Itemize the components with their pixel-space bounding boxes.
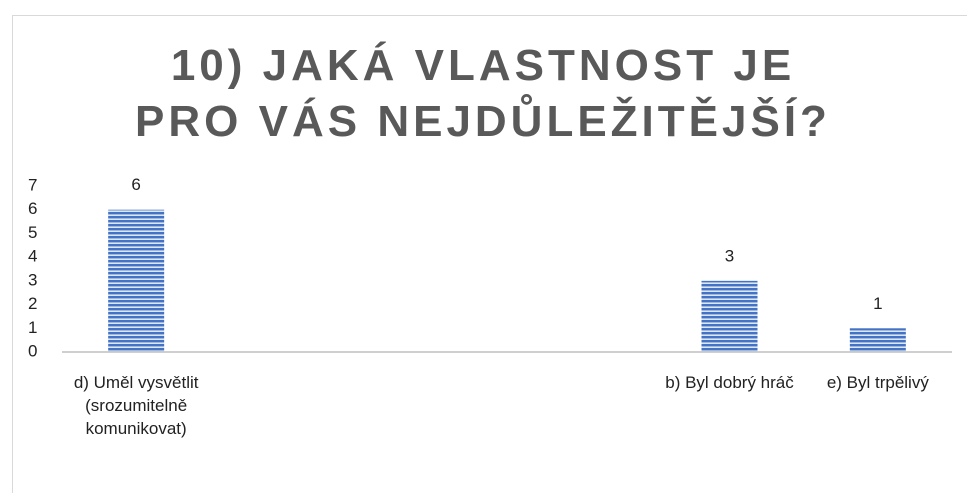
y-tick-label: 4 [28,247,37,266]
y-tick-label: 1 [28,318,37,337]
bar [849,328,906,352]
frame [12,15,967,493]
bar [701,280,758,352]
chart-title: 10) JAKÁ VLASTNOST JE PRO VÁS NEJDŮLEŽIT… [135,41,831,146]
x-tick-label: d) Uměl vysvětlit (srozumitelně komuniko… [73,373,199,438]
y-tick-label: 6 [28,199,37,218]
bar [108,209,165,352]
data-label: 3 [725,246,734,265]
data-label: 1 [873,294,882,313]
y-tick-label: 7 [28,175,37,194]
x-tick-label: b) Byl dobrý hráč [665,373,794,392]
data-label: 6 [131,175,140,194]
y-tick-label: 2 [28,294,37,313]
y-tick-label: 0 [28,341,37,360]
y-tick-label: 5 [28,223,37,242]
y-tick-label: 3 [28,270,37,289]
x-tick-label: e) Byl trpělivý [826,373,929,392]
